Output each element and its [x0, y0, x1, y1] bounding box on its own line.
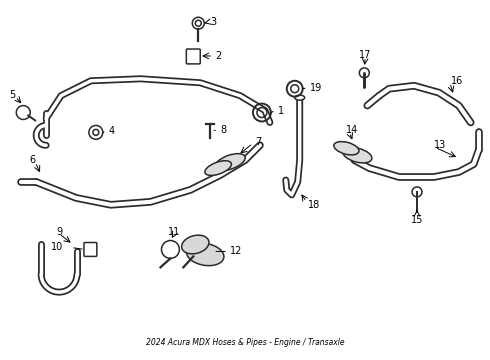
- Text: 19: 19: [310, 83, 322, 93]
- Ellipse shape: [187, 243, 224, 266]
- Text: 17: 17: [359, 50, 372, 60]
- Ellipse shape: [294, 95, 305, 100]
- Text: 4: 4: [109, 126, 115, 136]
- Text: 12: 12: [230, 247, 243, 256]
- Text: 2024 Acura MDX Hoses & Pipes - Engine / Transaxle: 2024 Acura MDX Hoses & Pipes - Engine / …: [146, 338, 344, 347]
- Text: 11: 11: [169, 226, 181, 237]
- Text: 8: 8: [220, 125, 226, 135]
- Ellipse shape: [182, 235, 209, 254]
- FancyBboxPatch shape: [186, 49, 200, 64]
- Text: 9: 9: [56, 226, 62, 237]
- Ellipse shape: [215, 154, 245, 171]
- Text: 2: 2: [215, 51, 221, 61]
- Text: 7: 7: [255, 137, 261, 147]
- Ellipse shape: [205, 161, 231, 175]
- Text: 16: 16: [451, 76, 463, 86]
- Ellipse shape: [334, 141, 359, 155]
- Text: 5: 5: [9, 90, 16, 100]
- FancyBboxPatch shape: [84, 243, 97, 256]
- Text: 13: 13: [434, 140, 446, 150]
- Text: 18: 18: [308, 200, 320, 210]
- Text: 1: 1: [278, 105, 284, 116]
- Ellipse shape: [343, 148, 372, 163]
- Text: 15: 15: [411, 215, 423, 225]
- Text: 10: 10: [51, 243, 63, 252]
- Text: 3: 3: [210, 17, 216, 27]
- Text: 14: 14: [346, 125, 359, 135]
- Text: 6: 6: [29, 155, 35, 165]
